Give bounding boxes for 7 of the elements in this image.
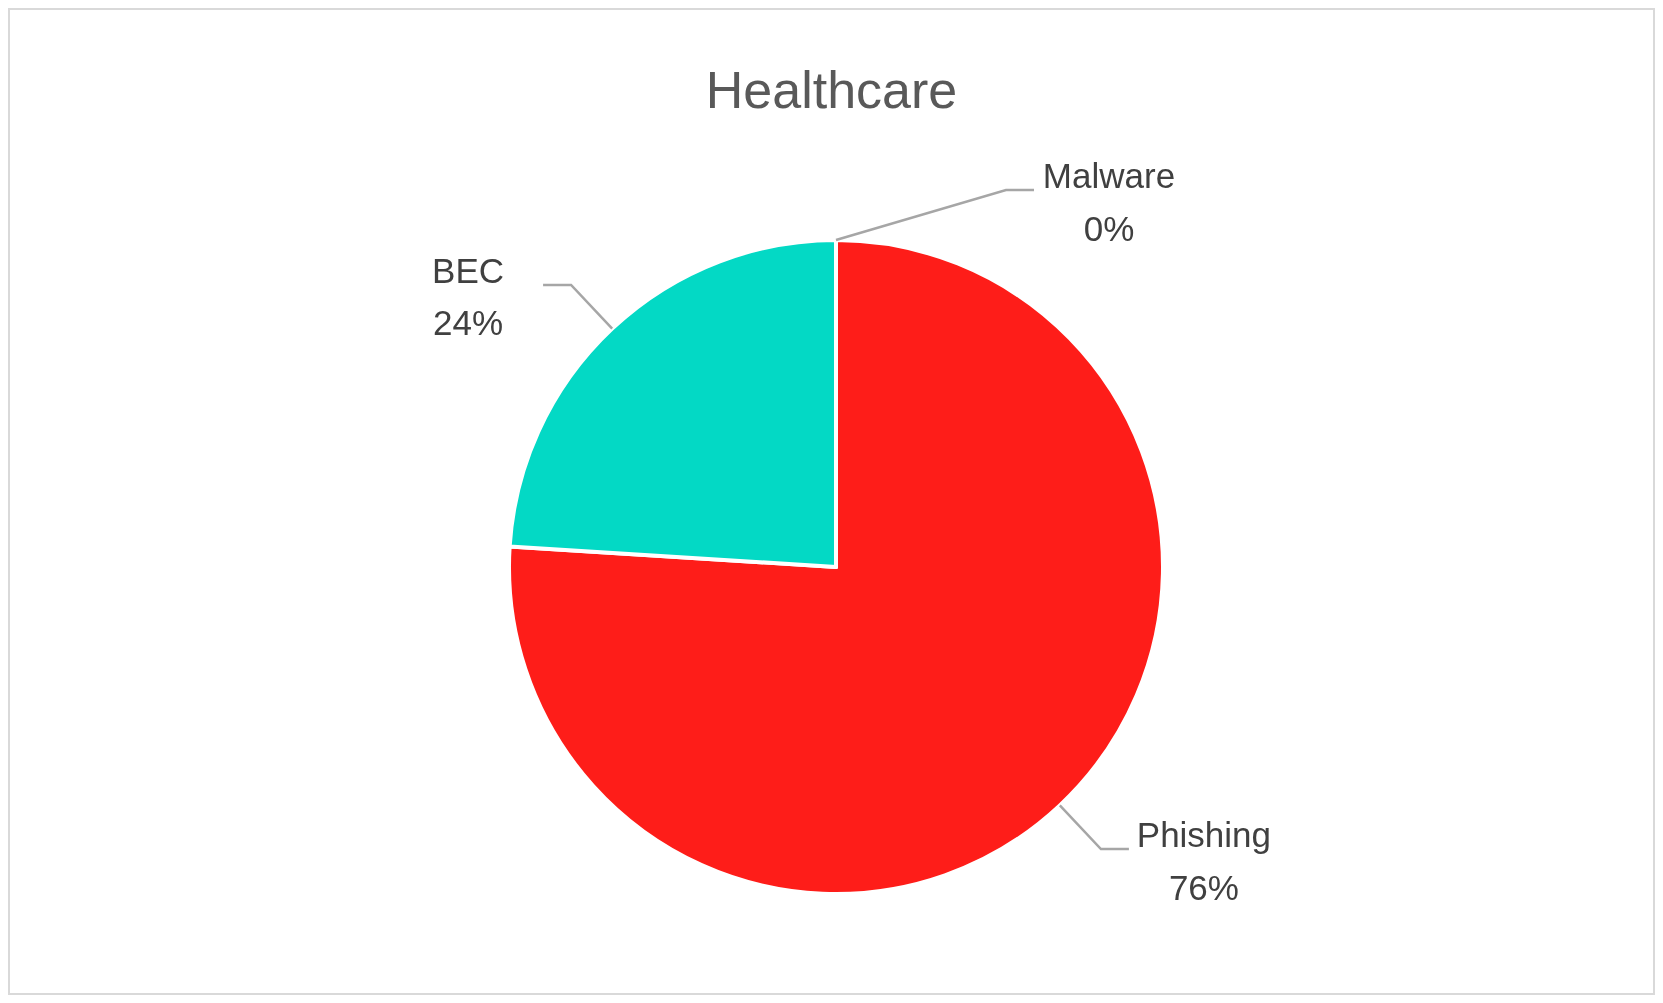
- data-label: 76%: [1168, 867, 1239, 907]
- slice-label: Phishing: [1136, 815, 1272, 855]
- chart-title: Healthcare: [705, 61, 958, 119]
- text: 0%: [1083, 208, 1135, 248]
- data-label: 24%: [433, 303, 504, 343]
- slice-label: BEC: [432, 250, 505, 290]
- category-label: Malware: [1042, 156, 1176, 195]
